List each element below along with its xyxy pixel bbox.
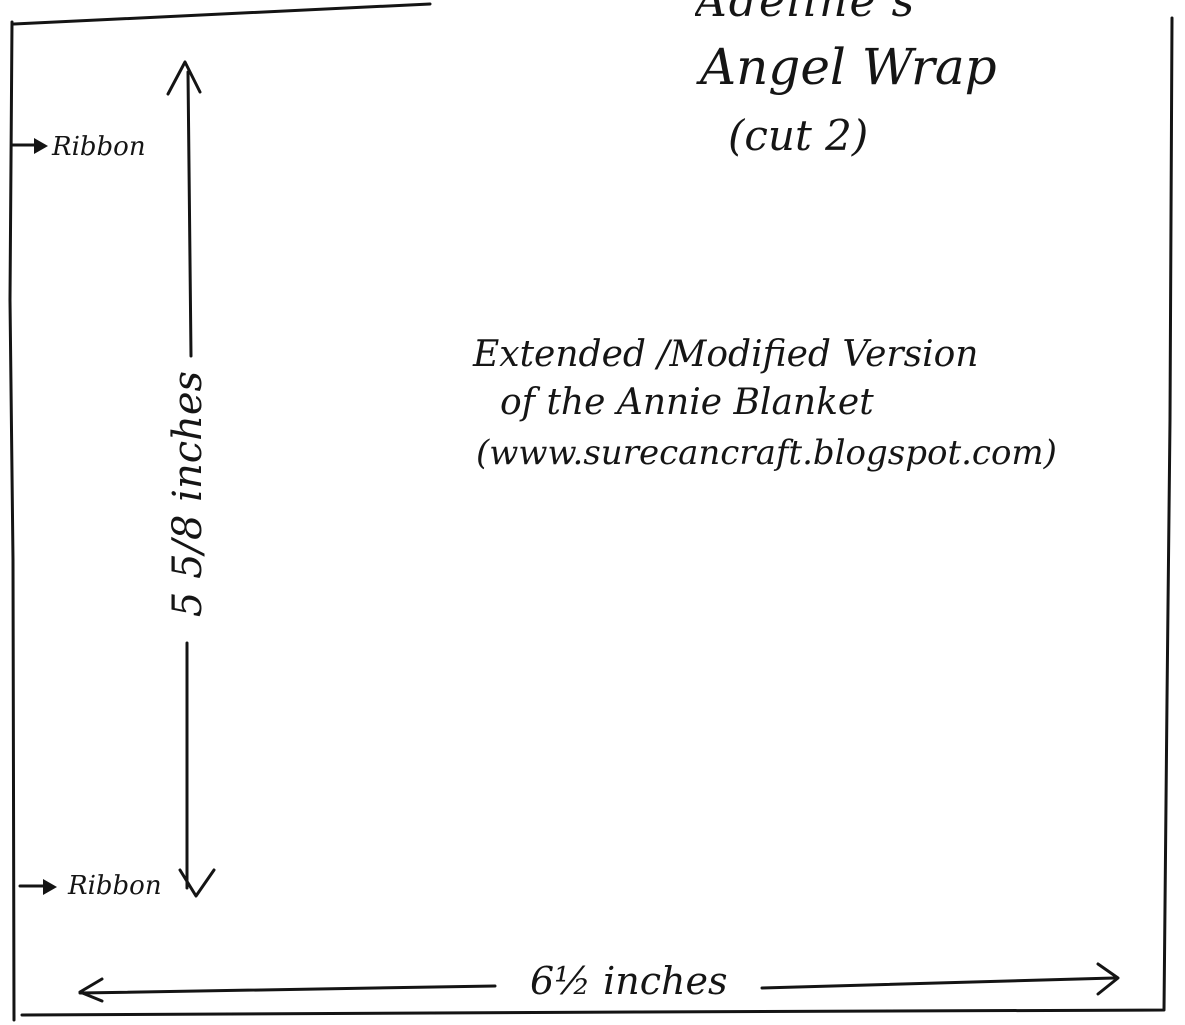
width-arrow-right-line: [760, 976, 1116, 990]
width-arrow-left-head: [78, 977, 104, 1003]
width-dimension-label: 6½ inches: [530, 959, 728, 1003]
height-arrow-top-head: [166, 60, 202, 96]
pattern-note-line-3: (www.surecancraft.blogspot.com): [476, 433, 1057, 473]
pattern-subtitle: (cut 2): [728, 111, 869, 160]
ribbon-bottom-arrowhead: [43, 879, 57, 895]
pattern-note-line-1: Extended /Modified Version: [473, 334, 979, 375]
height-dimension-label: 5 5/8 inches: [165, 370, 211, 618]
pattern-border: [8, 2, 1174, 1022]
pattern-title-cut-off: Adeline's: [695, 0, 917, 27]
height-arrow-top-line: [186, 70, 193, 358]
ribbon-bottom-label: Ribbon: [68, 871, 162, 901]
pattern-note-line-2: of the Annie Blanket: [500, 382, 874, 423]
width-arrow-left-line: [78, 984, 497, 995]
pattern-title: Angel Wrap: [700, 38, 997, 96]
ribbon-top-arrowhead: [34, 138, 48, 154]
height-arrow-bottom-head: [178, 868, 216, 898]
ribbon-top-label: Ribbon: [52, 132, 146, 162]
width-arrow-right-head: [1096, 962, 1120, 996]
